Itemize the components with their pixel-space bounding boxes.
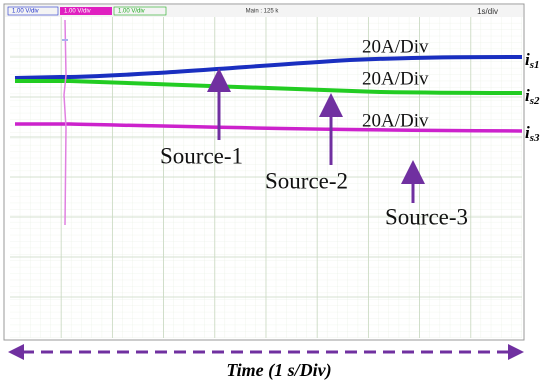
trace-label: is1 [525, 50, 540, 71]
scale-label: 20A/Div [362, 110, 429, 131]
trace-label: is3 [525, 123, 540, 144]
main-rate: Main : 125 k [246, 9, 280, 15]
time-arrowhead [508, 344, 524, 360]
source-label: Source-2 [265, 168, 348, 193]
ch1-scale: 1.00 V/div [12, 9, 39, 15]
scale-label: 20A/Div [362, 68, 429, 89]
time-arrowhead [8, 344, 24, 360]
scale-label: 20A/Div [362, 36, 429, 57]
trace-label: is2 [525, 86, 540, 107]
timebase: 1s/div [477, 7, 498, 16]
ch2-scale: 1.00 V/div [64, 9, 91, 15]
source-label: Source-3 [385, 204, 468, 229]
scope-figure: 1.00 V/div 1.00 V/div 1.00 V/div Main : … [0, 0, 556, 384]
ch3-scale: 1.00 V/div [118, 9, 145, 15]
time-caption: Time (1 s/Div) [226, 360, 331, 381]
source-label: Source-1 [160, 143, 243, 168]
